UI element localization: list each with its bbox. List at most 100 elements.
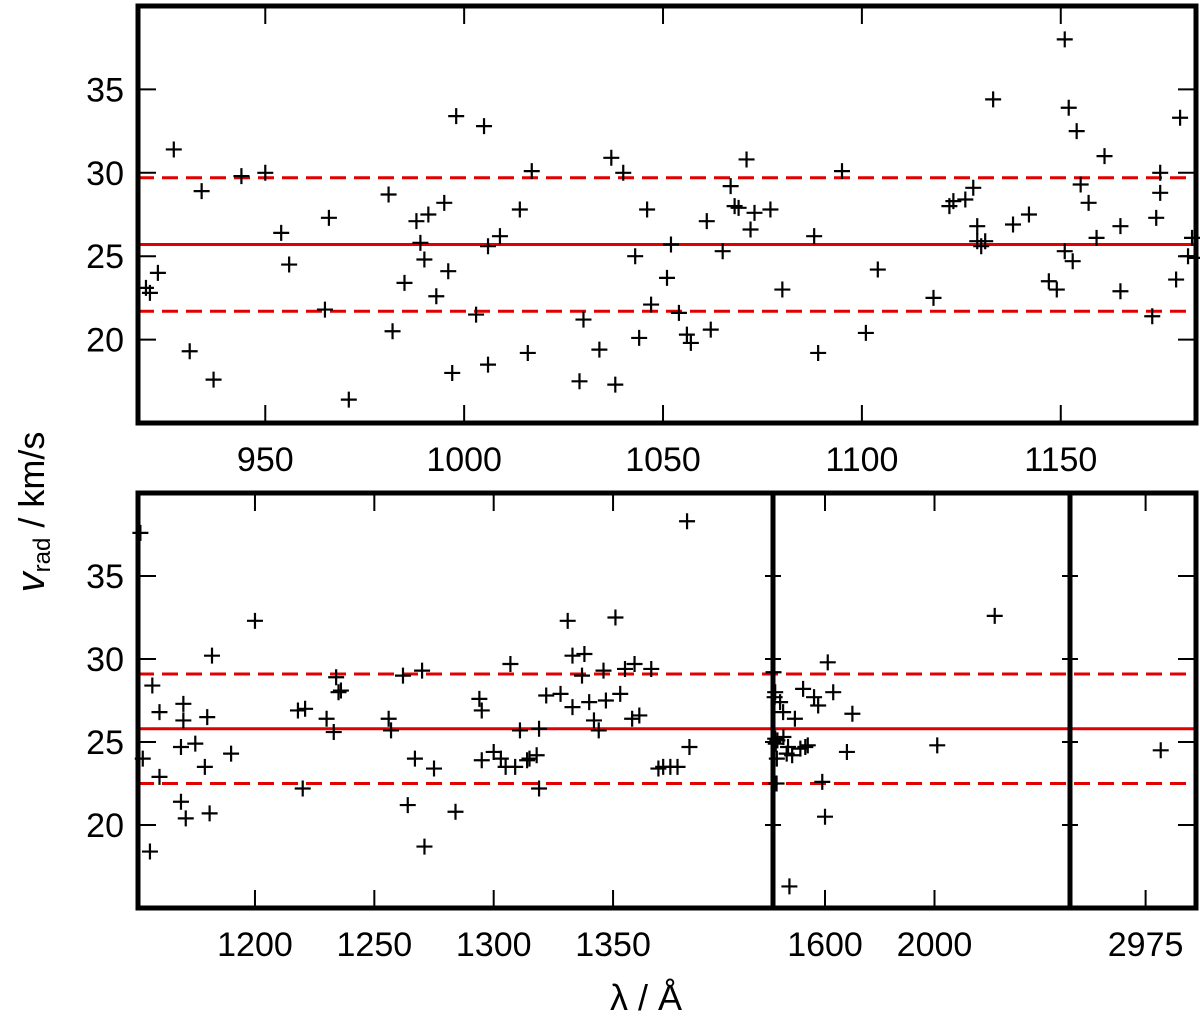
bottom-data-point	[414, 662, 431, 679]
bottom-data-point	[1152, 742, 1169, 759]
top-data-point	[1112, 218, 1129, 235]
bottom-data-point	[297, 700, 314, 717]
top-xtick-label: 1000	[426, 441, 502, 479]
top-data-point	[682, 334, 699, 351]
bottom-data-point	[825, 684, 842, 701]
top-data-point	[396, 274, 413, 291]
top-data-point	[742, 221, 759, 238]
top-data-point	[416, 251, 433, 268]
top-data-point	[722, 178, 739, 195]
top-data-point	[1168, 271, 1185, 288]
bottom-data-point	[817, 808, 834, 825]
top-data-point	[702, 321, 719, 338]
bottom-data-point	[151, 704, 168, 721]
top-xtick-label: 1100	[825, 441, 898, 479]
top-ytick-label: 20	[86, 322, 124, 360]
top-data-point	[1148, 209, 1165, 226]
top-data-point	[233, 168, 250, 185]
top-data-point	[273, 224, 290, 241]
bottom-data-point	[564, 699, 581, 716]
bottom-data-point	[473, 752, 490, 769]
bottom-data-point	[781, 878, 798, 895]
bottom-data-point	[151, 768, 168, 785]
bottom-data-point	[201, 805, 218, 822]
bottom-data-point	[471, 690, 488, 707]
bottom-data-point	[223, 745, 240, 762]
top-ytick-label: 30	[86, 155, 124, 193]
top-data-point	[1180, 248, 1197, 265]
top-ytick-label: 25	[86, 238, 124, 276]
top-data-point	[957, 191, 974, 208]
bottom-xtick-label: 1300	[456, 926, 532, 964]
top-ytick-label: 35	[86, 71, 124, 109]
bottom-xtick-label: 1250	[337, 926, 413, 964]
bottom-data-point	[426, 760, 443, 777]
top-data-point	[468, 306, 485, 323]
top-data-point	[476, 118, 493, 135]
top-data-point	[257, 164, 274, 181]
top-data-point	[1040, 273, 1057, 290]
top-data-point	[985, 91, 1002, 108]
bottom-data-point	[844, 705, 861, 722]
top-data-point	[1048, 281, 1065, 298]
top-frame	[135, 3, 1199, 426]
bottom-data-point	[581, 694, 598, 711]
top-data-point	[428, 288, 445, 305]
bottom-data-point	[330, 684, 347, 701]
bottom-data-point	[204, 647, 221, 664]
bottom-data-point	[318, 710, 335, 727]
x-axis-title: λ / Å	[610, 977, 682, 1017]
bottom-data-point	[172, 738, 189, 755]
top-data-point	[480, 238, 497, 255]
bottom-data-point	[177, 810, 194, 827]
bottom-data-point	[810, 697, 827, 714]
bottom-data-point	[814, 773, 831, 790]
y-axis-title-unit: / km/s	[11, 432, 52, 538]
top-data-point	[408, 213, 425, 230]
top-data-point	[480, 356, 497, 373]
top-data-point	[1064, 253, 1081, 270]
top-data-point	[746, 204, 763, 221]
top-data-point	[281, 256, 298, 273]
bottom-data-point	[574, 667, 591, 684]
top-data-point	[627, 248, 644, 265]
top-data-point	[810, 344, 827, 361]
top-data-point	[670, 304, 687, 321]
bottom-data-point	[528, 747, 545, 764]
top-data-point	[659, 269, 675, 286]
top-data-point	[1068, 123, 1085, 140]
bottom-data-point	[612, 685, 629, 702]
bottom-xtick-label: 2975	[1108, 926, 1184, 964]
bottom-data-point	[492, 750, 509, 767]
bottom-data-point	[795, 680, 812, 697]
top-data-point	[1005, 216, 1022, 233]
bottom-data-point	[383, 722, 400, 739]
bottom-data-point	[786, 710, 803, 727]
bottom-data-point	[597, 692, 614, 709]
bottom-data-point	[631, 707, 648, 724]
top-data-point	[857, 324, 874, 341]
top-data-point	[571, 373, 588, 390]
top-data-point	[384, 323, 401, 340]
top-data-point	[643, 296, 660, 313]
bottom-data-point	[325, 724, 342, 741]
bottom-ytick-label: 35	[86, 558, 124, 596]
bottom-data-point	[399, 797, 416, 814]
top-data-point	[380, 186, 397, 203]
bottom-data-point	[681, 738, 698, 755]
top-data-point	[448, 108, 465, 125]
top-data-point	[440, 263, 457, 280]
bottom-data-point	[531, 780, 548, 797]
top-data-point	[149, 264, 166, 281]
bottom-data-point	[799, 737, 816, 754]
top-data-point	[662, 236, 679, 253]
top-data-point	[1060, 99, 1077, 116]
top-data-point	[340, 391, 357, 408]
top-data-point	[965, 179, 982, 196]
bottom-data-point	[332, 682, 349, 699]
bottom-data-point	[511, 722, 528, 739]
bottom-data-point	[521, 750, 538, 767]
top-panel: 20 25 30 35 950 1000 1050 1100 1150	[86, 3, 1200, 479]
bottom-xtick-label: 1600	[787, 926, 863, 964]
bottom-data-point	[679, 513, 696, 530]
